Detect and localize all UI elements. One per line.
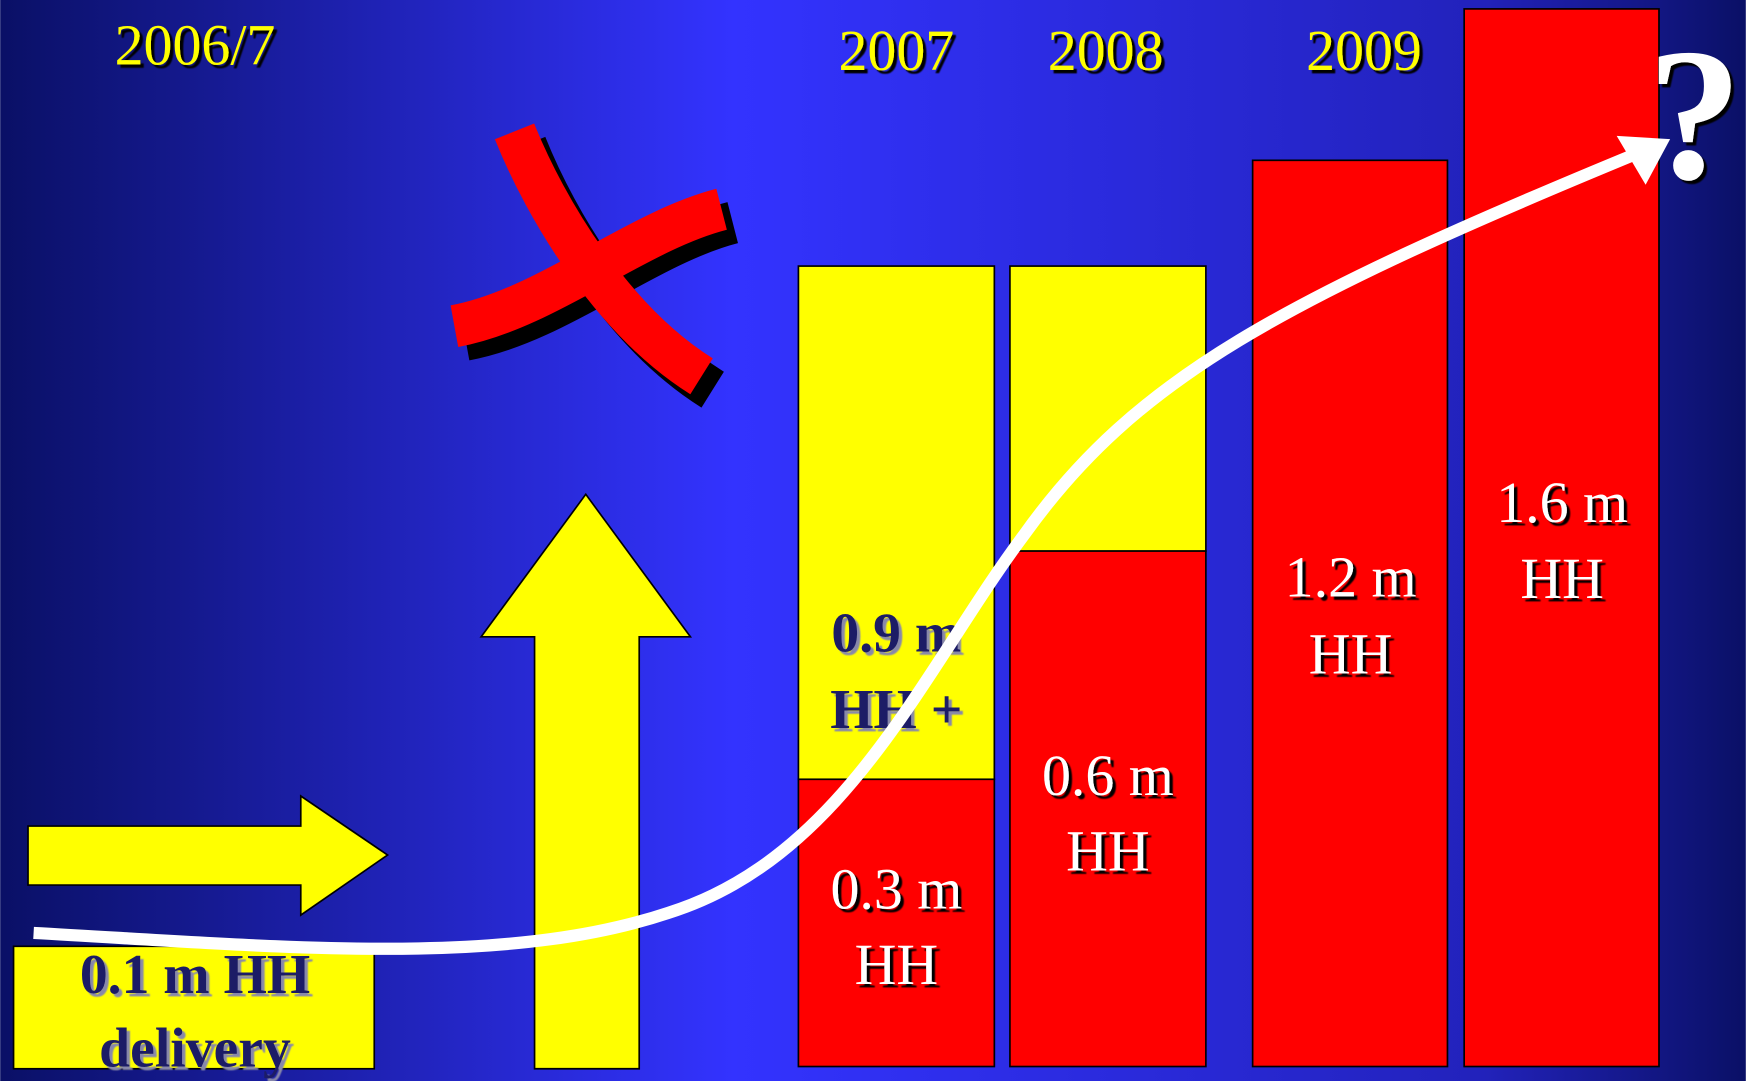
year-label: 2008: [1048, 18, 1164, 83]
bar-future: [1463, 8, 1660, 1068]
box-label: 0.6 m: [1042, 743, 1174, 808]
year-label: 2009: [1306, 18, 1422, 83]
box-label: 1.2 m: [1285, 545, 1417, 610]
bar-2007-bottom: [797, 778, 996, 1068]
box-label: HH: [1520, 546, 1604, 611]
bar-2009: [1251, 159, 1449, 1068]
box-label: HH: [1066, 819, 1150, 884]
box-label: delivery: [99, 1018, 291, 1080]
right-arrow: [27, 794, 390, 917]
growth-curve: [33, 135, 1671, 955]
box-label: 0.3 m: [830, 856, 962, 921]
box-label: 0.1 m HH: [80, 944, 310, 1006]
bar-2007-top: [797, 265, 996, 781]
start-box: [12, 945, 376, 1070]
year-label: 2006/7: [115, 13, 276, 78]
red-cross: [450, 123, 739, 408]
bar-2008-bottom: [1009, 550, 1207, 1068]
box-label: HH: [1309, 622, 1393, 687]
box-label: 1.6 m: [1496, 470, 1628, 535]
year-label: 2007: [839, 18, 955, 83]
question-mark: ?: [1647, 9, 1742, 219]
box-label: HH: [855, 932, 939, 997]
